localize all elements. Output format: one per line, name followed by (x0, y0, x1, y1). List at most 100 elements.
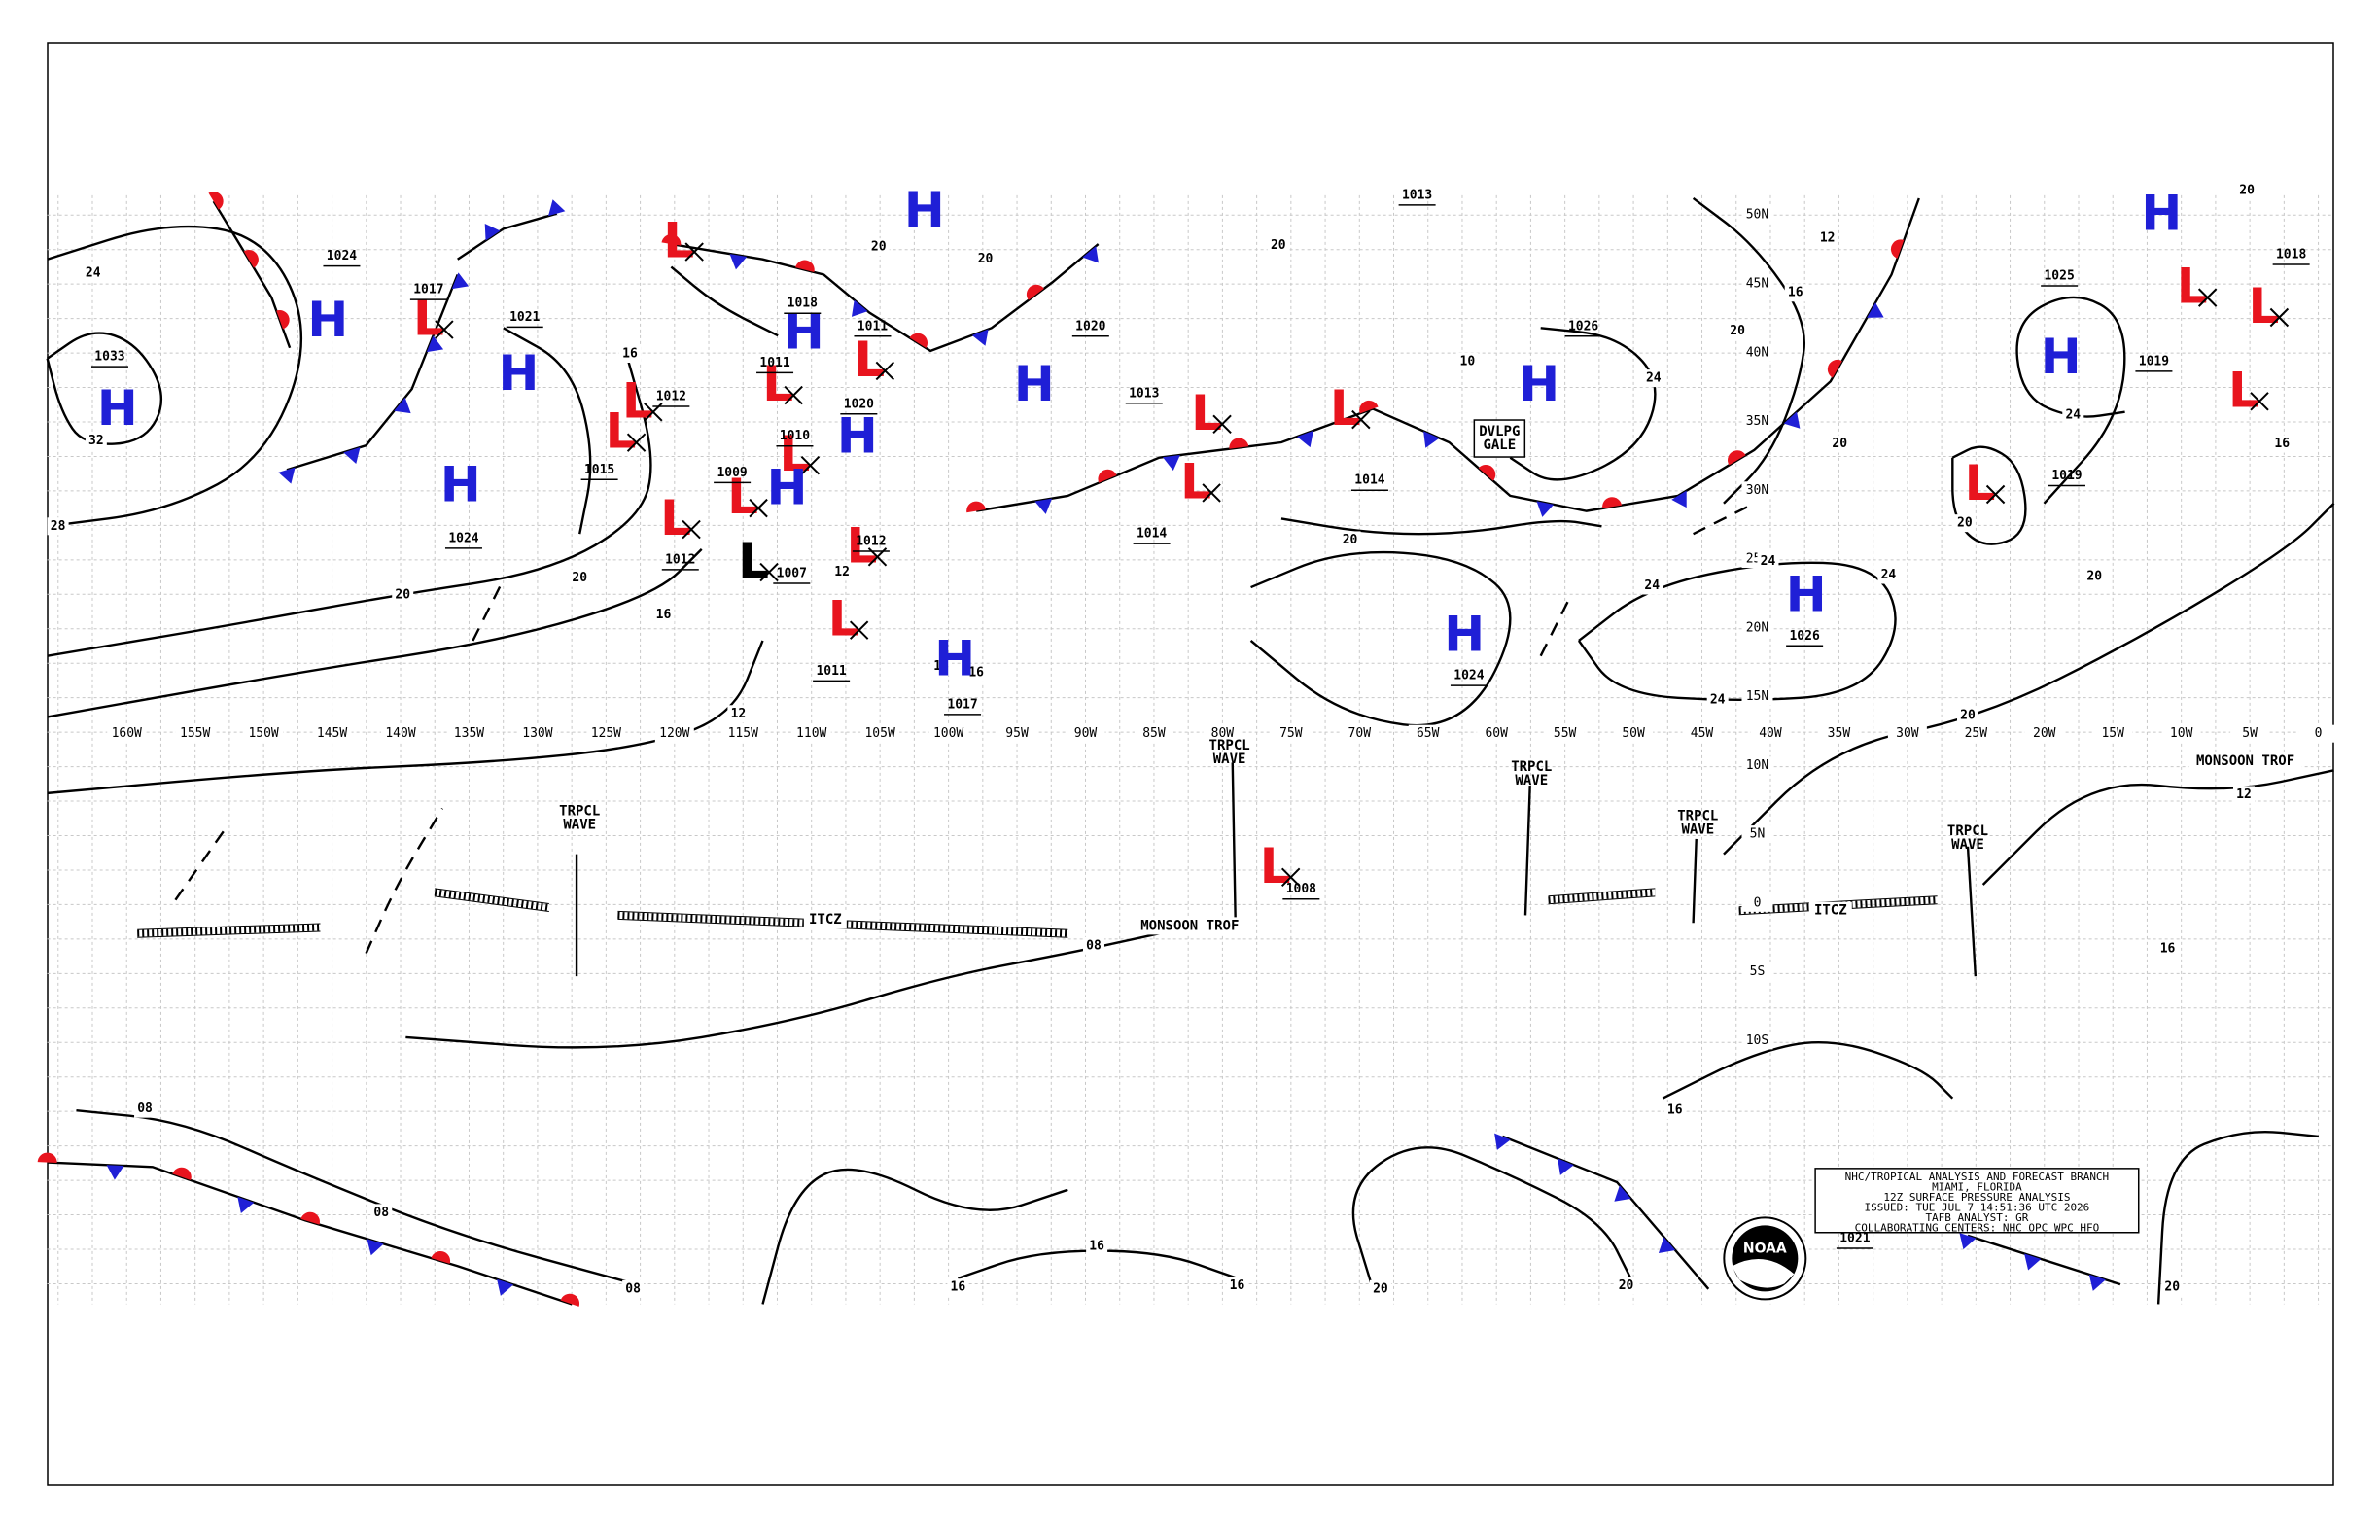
pressure-center-symbol: L (413, 291, 444, 347)
feature-label: ITCZ (809, 912, 842, 928)
warm-front-symbol (661, 234, 682, 246)
warm-front-symbol (1478, 465, 1496, 481)
longitude-label: 115W (728, 726, 758, 741)
longitude-label-box (517, 724, 557, 743)
trough (1539, 594, 1573, 657)
isobar-label-bg (1784, 284, 1806, 302)
isobar (670, 265, 779, 337)
warm-front-symbol (243, 249, 259, 268)
longitude-label-box (723, 724, 763, 743)
longitude-label: 120W (659, 726, 689, 741)
cold-front-symbol (1614, 1185, 1631, 1202)
cold-front-symbol (426, 335, 444, 353)
isobar-label: 20 (395, 587, 410, 602)
central-pressure: 1024 (327, 249, 357, 263)
isobar-label: 16 (1089, 1239, 1104, 1253)
isobar-label-bg (2271, 435, 2293, 453)
central-pressure: 1019 (2139, 354, 2169, 368)
isobar-label: 24 (1644, 578, 1660, 593)
central-pressure: 1015 (584, 463, 614, 477)
isobar-label-bg (1369, 1279, 1391, 1298)
isobar-label-bg (652, 606, 675, 624)
pressure-center-symbol: L (762, 356, 793, 412)
pressure-center-symbol: L (660, 490, 691, 546)
isobar-label: 20 (2086, 570, 2102, 584)
latitude-label: 40N (1746, 345, 1768, 360)
longitude-label: 35W (1828, 726, 1851, 741)
central-pressure: 1024 (1453, 669, 1484, 683)
front-line (286, 273, 459, 472)
low-center-mark (849, 620, 869, 640)
central-pressure: 1033 (94, 350, 124, 365)
longitude-label: 50W (1622, 726, 1645, 741)
longitude-label-box (175, 724, 215, 743)
isobar-label-bg (1663, 1102, 1686, 1120)
warm-front-symbol (208, 192, 224, 210)
warm-front-symbol (1890, 239, 1905, 259)
isobar (47, 225, 302, 528)
isobar-label-bg (569, 569, 591, 587)
latitude-label-box (1741, 481, 1773, 500)
low-center-mark (2197, 288, 2218, 307)
longitude-label: 70W (1348, 726, 1372, 741)
pressure-center-symbol: H (1519, 356, 1559, 412)
longitude-label: 20W (2033, 726, 2056, 741)
longitude-label: 30W (1896, 726, 1919, 741)
cold-front-symbol (1296, 430, 1313, 448)
cold-front-symbol (484, 224, 501, 241)
central-pressure: 1013 (1129, 386, 1159, 401)
warm-front-symbol (276, 310, 290, 330)
latitude-label: 10N (1746, 758, 1768, 773)
noaa-logo-wave (1732, 1259, 1795, 1288)
feature-label: TRPCL (1511, 759, 1552, 775)
low-center-mark (2269, 307, 2290, 328)
central-pressure: 1020 (1075, 319, 1105, 333)
isobar-label-bg (974, 250, 997, 268)
isobar-label: 12 (731, 707, 747, 721)
latitude-label: 45N (1746, 276, 1768, 291)
pressure-center-symbol: H (934, 630, 975, 686)
longitude-label-box (1066, 724, 1105, 743)
isobar-label: 24 (86, 265, 101, 280)
latitude-label-box (1741, 756, 1773, 775)
cold-front-symbol (497, 1278, 514, 1296)
low-center-mark (1212, 414, 1232, 435)
longitude-label-box (2093, 724, 2133, 743)
low-center-mark (784, 385, 803, 405)
cold-front-symbol (367, 1239, 384, 1256)
longitude-label-box (860, 724, 900, 743)
isobar-label: 20 (1832, 437, 1847, 451)
isobar-label: 12 (2236, 788, 2252, 802)
feature-label: WAVE (1681, 822, 1714, 837)
longitude-label: 160W (112, 726, 142, 741)
isobar-label: 16 (656, 608, 672, 622)
central-pressure: 1026 (1789, 629, 1819, 644)
warm-front-symbol (1827, 359, 1842, 378)
cold-front-symbol (343, 447, 361, 465)
isobar-label-bg (1957, 706, 1979, 724)
gale-box (1473, 419, 1526, 458)
central-pressure: 1012 (665, 552, 695, 567)
isobar-label: 20 (572, 571, 587, 585)
longitude-label: 15W (2101, 726, 2124, 741)
longitude-label: 55W (1554, 726, 1577, 741)
isobar-label: 24 (1761, 554, 1776, 569)
isobar (1951, 445, 2027, 545)
central-pressure: 1011 (816, 664, 846, 679)
pressure-center-symbol: L (1180, 453, 1211, 509)
longitude-label: 150W (248, 726, 278, 741)
isobar (1351, 1146, 1633, 1290)
pressure-center-symbol: L (1260, 838, 1291, 894)
latitude-label: 10S (1746, 1033, 1768, 1048)
longitude-label: 5W (2242, 726, 2258, 741)
cold-front-symbol (451, 272, 470, 290)
pressure-center-symbol: H (2041, 329, 2082, 385)
low-center-mark (1985, 484, 2006, 505)
pressure-center-symbol: H (904, 182, 945, 238)
isobar (1662, 1040, 1954, 1100)
pressure-center-symbol: L (1191, 385, 1222, 441)
warm-front-symbol (795, 260, 815, 272)
pressure-center-symbol: H (767, 460, 808, 516)
isobar-label: 20 (1619, 1278, 1634, 1293)
info-line: COLLABORATING CENTERS: NHC OPC WPC HFO (1855, 1221, 2100, 1234)
